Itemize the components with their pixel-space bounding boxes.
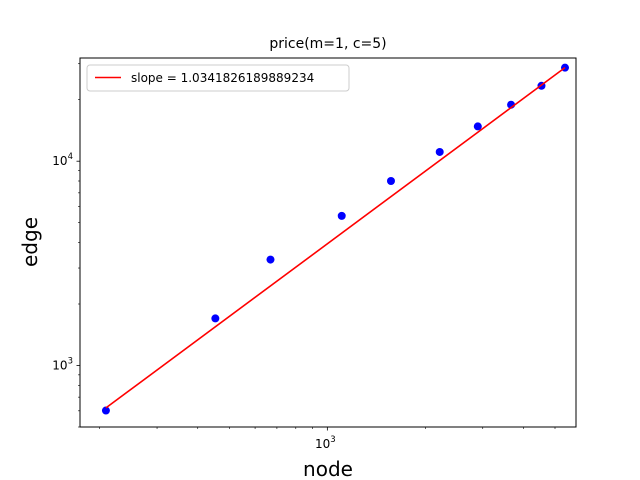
data-point	[337, 211, 346, 220]
y-axis-label: edge	[18, 217, 42, 267]
data-point	[386, 177, 395, 185]
chart-title: price(m=1, c=5)	[269, 36, 386, 52]
data-point	[473, 122, 482, 131]
data-point	[211, 314, 220, 323]
data-point	[266, 255, 275, 264]
data-point	[435, 147, 444, 156]
legend-frame	[86, 64, 350, 92]
x-axis-label: node	[303, 457, 353, 480]
data-point	[101, 406, 110, 415]
fit-line	[105, 67, 566, 409]
x-axis-ticks: 103	[99, 427, 556, 451]
legend: slope = 1.0341826189889234	[86, 64, 350, 92]
legend-label: slope = 1.0341826189889234	[131, 71, 314, 85]
series-layer	[101, 63, 569, 415]
y-tick-label: 103	[52, 357, 73, 373]
x-tick-label: 103	[315, 435, 336, 451]
y-tick-label: 104	[52, 152, 73, 168]
y-axis-ticks: 103 104	[52, 63, 80, 428]
